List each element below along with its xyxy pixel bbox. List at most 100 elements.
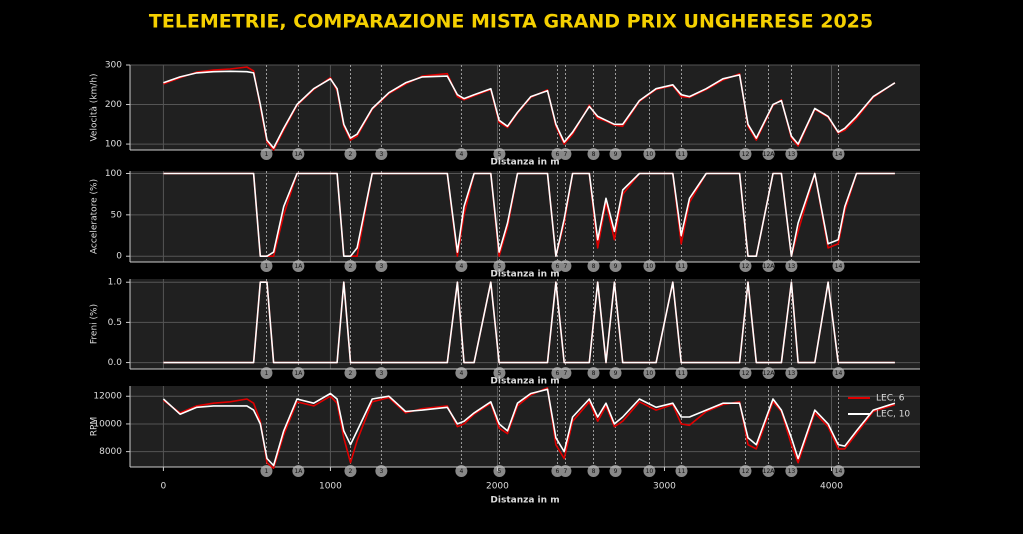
corner-marker (375, 465, 388, 477)
y-axis-label: RPM (90, 417, 100, 436)
corner-marker (643, 260, 656, 272)
corner-label: 6 (555, 151, 559, 158)
corner-label: 8 (592, 263, 596, 270)
corner-marker (493, 148, 506, 160)
corner-marker (344, 367, 357, 379)
corner-label: 14 (835, 263, 843, 270)
corner-label: 1A (294, 151, 303, 158)
y-tick-label: 50 (111, 210, 123, 220)
corner-marker (675, 148, 688, 160)
corner-label: 9 (614, 370, 618, 377)
corner-label: 10 (646, 263, 654, 270)
corner-marker (832, 260, 845, 272)
corner-marker (455, 260, 468, 272)
y-tick-label: 8000 (99, 447, 122, 457)
corner-marker (375, 148, 388, 160)
corner-marker (559, 148, 572, 160)
y-tick-label: 12000 (93, 392, 122, 402)
corner-label: 4 (459, 151, 463, 158)
corner-label: 14 (835, 370, 843, 377)
series-line (162, 388, 896, 467)
corner-marker (609, 148, 622, 160)
corner-marker (587, 465, 600, 477)
y-tick-label: 10000 (93, 419, 122, 429)
y-tick-label: 0 (116, 252, 122, 262)
corner-marker (739, 260, 752, 272)
corner-label: 12 (742, 370, 750, 377)
corner-marker (455, 367, 468, 379)
corner-marker (785, 260, 798, 272)
corner-marker (455, 148, 468, 160)
corner-label: 10 (646, 370, 654, 377)
x-tick-label: 3000 (653, 482, 676, 492)
corner-label: 7 (564, 370, 568, 377)
corner-label: 13 (788, 263, 796, 270)
corner-marker (785, 465, 798, 477)
corner-label: 14 (835, 468, 843, 475)
plot-area (130, 279, 920, 369)
legend-label: LEC, 6 (876, 394, 905, 404)
corner-marker (292, 367, 305, 379)
corner-marker (785, 367, 798, 379)
corner-marker (260, 465, 273, 477)
corner-marker (559, 260, 572, 272)
corner-label: 13 (788, 468, 796, 475)
corner-label: 12A (763, 151, 776, 158)
corner-label: 1 (265, 151, 269, 158)
plot-area (130, 171, 920, 262)
corner-marker (643, 465, 656, 477)
series-line (163, 70, 896, 149)
y-tick-label: 100 (105, 140, 122, 150)
corner-marker (559, 465, 572, 477)
corner-label: 8 (592, 151, 596, 158)
x-tick-label: 1000 (319, 482, 342, 492)
corner-label: 11 (678, 370, 686, 377)
corner-marker (587, 260, 600, 272)
corner-label: 5 (498, 468, 502, 475)
corner-marker (260, 260, 273, 272)
corner-label: 6 (555, 370, 559, 377)
corner-marker (675, 465, 688, 477)
corner-label: 13 (788, 370, 796, 377)
corner-label: 2 (349, 468, 353, 475)
x-axis-label: Distanza in m (490, 377, 559, 387)
corner-label: 12 (742, 468, 750, 475)
corner-label: 10 (646, 151, 654, 158)
corner-label: 3 (379, 151, 383, 158)
corner-label: 1 (265, 263, 269, 270)
corner-marker (762, 260, 775, 272)
y-tick-label: 200 (105, 100, 122, 110)
corner-marker (609, 465, 622, 477)
corner-marker (344, 148, 357, 160)
corner-marker (832, 465, 845, 477)
corner-marker (493, 260, 506, 272)
corner-marker (675, 367, 688, 379)
corner-label: 3 (379, 468, 383, 475)
corner-marker (493, 465, 506, 477)
chart-title: TELEMETRIE, COMPARAZIONE MISTA GRAND PRI… (149, 11, 873, 33)
corner-marker (344, 260, 357, 272)
corner-label: 12 (742, 263, 750, 270)
y-tick-label: 100 (105, 169, 122, 179)
corner-marker (643, 367, 656, 379)
corner-label: 5 (498, 263, 502, 270)
corner-label: 1 (265, 468, 269, 475)
corner-marker (260, 367, 273, 379)
corner-label: 9 (614, 151, 618, 158)
corner-label: 11 (678, 151, 686, 158)
corner-label: 9 (614, 263, 618, 270)
corner-label: 3 (379, 263, 383, 270)
corner-label: 3 (379, 370, 383, 377)
corner-marker (344, 465, 357, 477)
corner-label: 1 (265, 370, 269, 377)
series-line (162, 387, 896, 469)
corner-label: 5 (498, 151, 502, 158)
corner-marker (739, 465, 752, 477)
x-tick-label: 2000 (486, 482, 509, 492)
y-tick-label: 300 (105, 61, 122, 71)
corner-label: 2 (349, 263, 353, 270)
y-tick-label: 0.5 (108, 318, 122, 328)
corner-label: 9 (614, 468, 618, 475)
corner-label: 12A (763, 370, 776, 377)
